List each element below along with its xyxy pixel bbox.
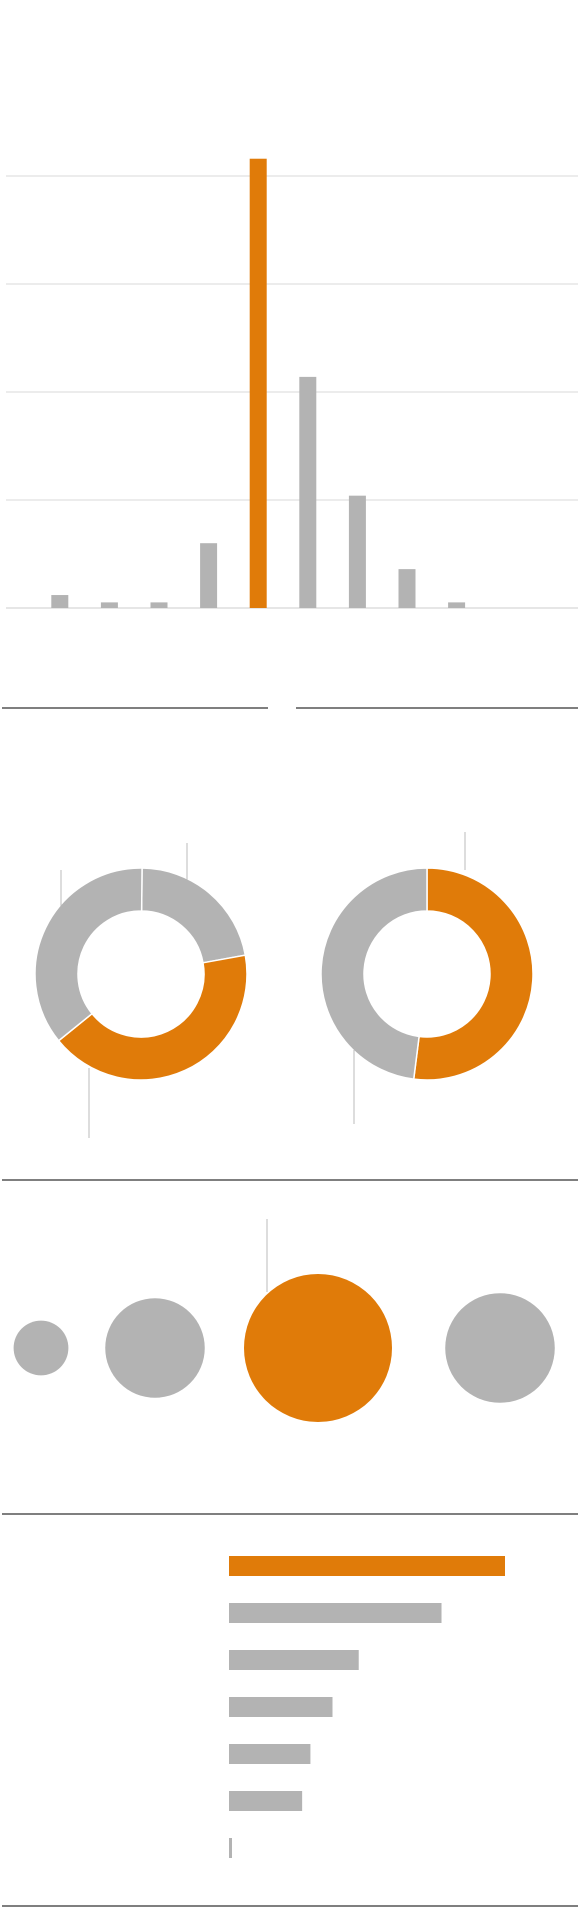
hbar — [229, 1744, 310, 1764]
hbar — [229, 1838, 232, 1858]
donut-slice — [321, 868, 427, 1079]
bar — [299, 377, 316, 608]
hbar — [229, 1603, 442, 1623]
bar-highlight — [250, 159, 267, 608]
hbar — [229, 1791, 302, 1811]
bubble — [105, 1298, 205, 1398]
vertical-bar-chart — [6, 159, 578, 608]
donut-chart-right — [321, 832, 533, 1124]
bubble — [14, 1321, 69, 1376]
bar — [399, 569, 416, 608]
bar — [349, 496, 366, 608]
hbar — [229, 1697, 333, 1717]
donut-chart-left — [35, 843, 247, 1138]
bubble-highlight — [244, 1274, 392, 1422]
bar — [200, 543, 217, 608]
donut-slice-highlight — [414, 868, 533, 1080]
donut-slice — [142, 868, 246, 963]
bar — [151, 602, 168, 608]
bar — [101, 602, 118, 608]
bubble-chart — [14, 1219, 555, 1422]
bar — [448, 602, 465, 608]
bubble — [445, 1293, 555, 1403]
horizontal-bar-chart — [229, 1556, 505, 1858]
bar — [51, 595, 68, 608]
donut-slice — [35, 868, 142, 1041]
hbar-highlight — [229, 1556, 505, 1576]
hbar — [229, 1650, 359, 1670]
